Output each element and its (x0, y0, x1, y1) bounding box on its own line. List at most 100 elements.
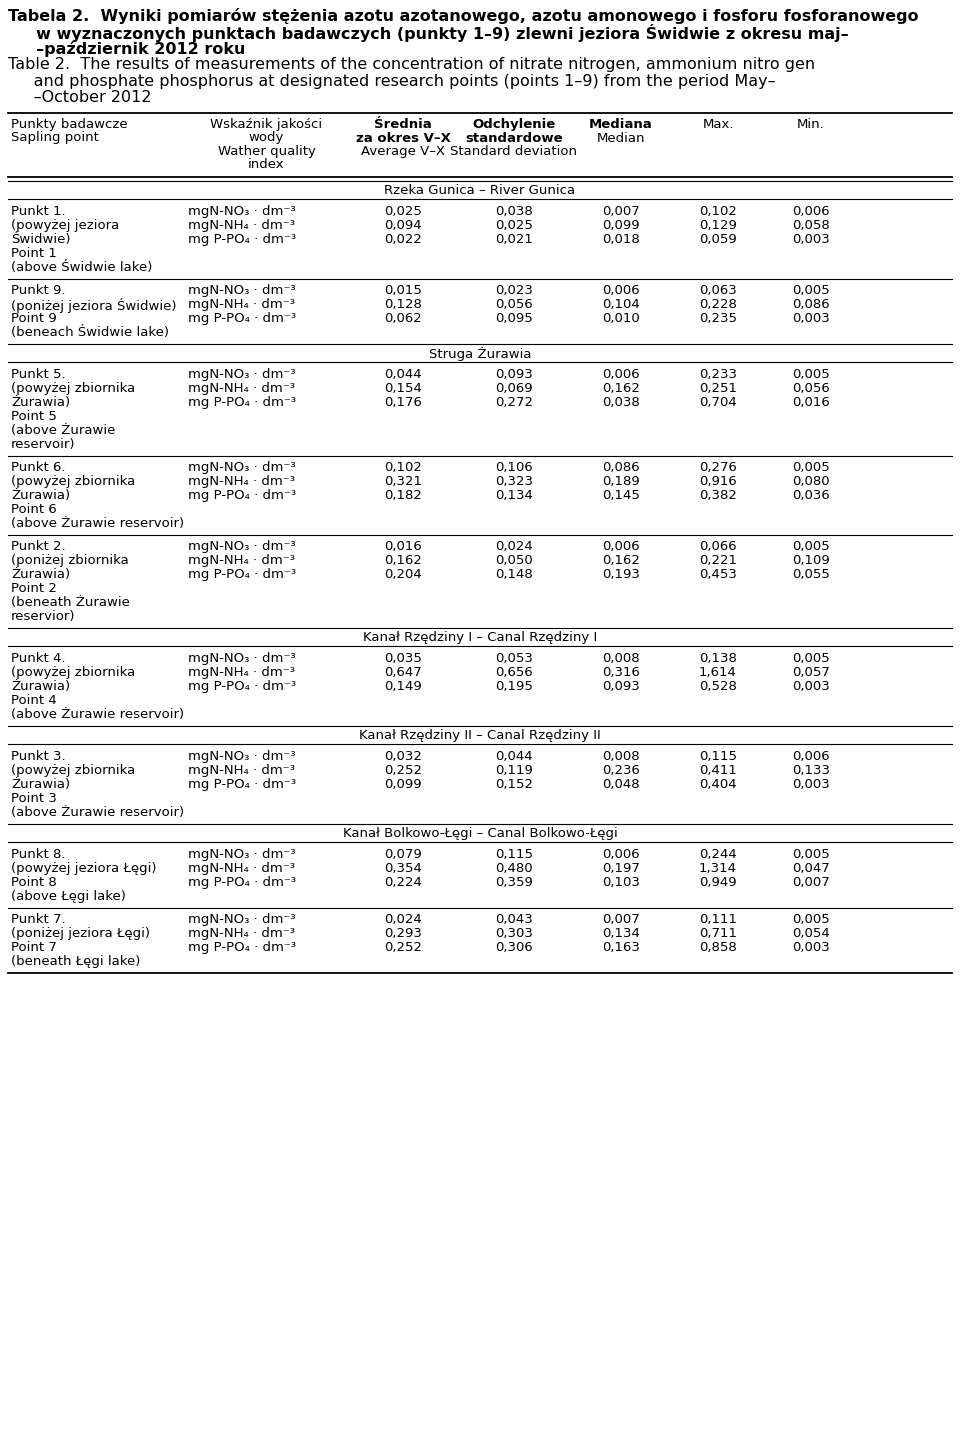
Text: 0,038: 0,038 (495, 204, 533, 217)
Text: Punkt 9.: Punkt 9. (11, 284, 65, 297)
Text: 0,224: 0,224 (384, 876, 422, 888)
Text: 1,614: 1,614 (699, 665, 737, 680)
Text: 0,069: 0,069 (495, 382, 533, 395)
Text: mgN-NH₄ · dm⁻³: mgN-NH₄ · dm⁻³ (188, 219, 295, 232)
Text: mgN-NO₃ · dm⁻³: mgN-NO₃ · dm⁻³ (188, 204, 296, 217)
Text: 0,018: 0,018 (602, 233, 640, 246)
Text: 0,003: 0,003 (792, 680, 829, 693)
Text: 0,005: 0,005 (792, 540, 829, 553)
Text: 0,306: 0,306 (495, 940, 533, 953)
Text: 0,244: 0,244 (699, 848, 737, 861)
Text: 0,003: 0,003 (792, 940, 829, 953)
Text: Żurawia): Żurawia) (11, 490, 70, 503)
Text: 0,005: 0,005 (792, 369, 829, 382)
Text: 0,024: 0,024 (495, 540, 533, 553)
Text: Żurawia): Żurawia) (11, 778, 70, 791)
Text: w wyznaczonych punktach badawczych (punkty 1–9) zlewni jeziora Świdwie z okresu : w wyznaczonych punktach badawczych (punk… (8, 24, 849, 43)
Text: 0,062: 0,062 (384, 312, 421, 325)
Text: Point 2: Point 2 (11, 582, 57, 595)
Text: (powyżej zbiornika: (powyżej zbiornika (11, 475, 135, 488)
Text: mgN-NO₃ · dm⁻³: mgN-NO₃ · dm⁻³ (188, 540, 296, 553)
Text: 0,054: 0,054 (792, 927, 829, 940)
Text: 0,005: 0,005 (792, 652, 829, 665)
Text: 0,162: 0,162 (602, 554, 640, 567)
Text: 0,949: 0,949 (699, 876, 737, 888)
Text: za okres V–X: za okres V–X (355, 131, 450, 144)
Text: 0,086: 0,086 (792, 298, 829, 311)
Text: (beneach Świdwie lake): (beneach Świdwie lake) (11, 325, 169, 338)
Text: 0,016: 0,016 (384, 540, 421, 553)
Text: 0,134: 0,134 (495, 490, 533, 503)
Text: 0,197: 0,197 (602, 863, 640, 876)
Text: mg P-PO₄ · dm⁻³: mg P-PO₄ · dm⁻³ (188, 233, 296, 246)
Text: 0,252: 0,252 (384, 940, 422, 953)
Text: 0,251: 0,251 (699, 382, 737, 395)
Text: mgN-NH₄ · dm⁻³: mgN-NH₄ · dm⁻³ (188, 554, 295, 567)
Text: 0,115: 0,115 (699, 750, 737, 763)
Text: –October 2012: –October 2012 (8, 91, 152, 105)
Text: Max.: Max. (703, 118, 733, 131)
Text: (above Żurawie reservoir): (above Żurawie reservoir) (11, 806, 184, 819)
Text: 0,007: 0,007 (602, 913, 640, 926)
Text: 0,102: 0,102 (699, 204, 737, 217)
Text: 0,003: 0,003 (792, 233, 829, 246)
Text: mg P-PO₄ · dm⁻³: mg P-PO₄ · dm⁻³ (188, 778, 296, 791)
Text: mg P-PO₄ · dm⁻³: mg P-PO₄ · dm⁻³ (188, 396, 296, 409)
Text: (powyżej zbiornika: (powyżej zbiornika (11, 665, 135, 680)
Text: 0,059: 0,059 (699, 233, 737, 246)
Text: 0,003: 0,003 (792, 312, 829, 325)
Text: Punkt 7.: Punkt 7. (11, 913, 65, 926)
Text: 0,080: 0,080 (792, 475, 829, 488)
Text: 0,003: 0,003 (792, 778, 829, 791)
Text: mgN-NH₄ · dm⁻³: mgN-NH₄ · dm⁻³ (188, 765, 295, 778)
Text: Wather quality: Wather quality (218, 145, 316, 158)
Text: (above Świdwie lake): (above Świdwie lake) (11, 261, 153, 274)
Text: mgN-NO₃ · dm⁻³: mgN-NO₃ · dm⁻³ (188, 750, 296, 763)
Text: (powyżej jeziora Łęgi): (powyżej jeziora Łęgi) (11, 863, 156, 876)
Text: 0,093: 0,093 (495, 369, 533, 382)
Text: (powyżej zbiornika: (powyżej zbiornika (11, 382, 135, 395)
Text: 0,528: 0,528 (699, 680, 737, 693)
Text: 0,162: 0,162 (384, 554, 422, 567)
Text: 0,058: 0,058 (792, 219, 829, 232)
Text: 0,095: 0,095 (495, 312, 533, 325)
Text: 0,163: 0,163 (602, 940, 640, 953)
Text: 0,047: 0,047 (792, 863, 829, 876)
Text: Standard deviation: Standard deviation (450, 145, 578, 158)
Text: 0,106: 0,106 (495, 461, 533, 474)
Text: 0,453: 0,453 (699, 567, 737, 580)
Text: Rzeka Gunica – River Gunica: Rzeka Gunica – River Gunica (384, 184, 576, 197)
Text: 0,382: 0,382 (699, 490, 737, 503)
Text: 0,025: 0,025 (384, 204, 422, 217)
Text: 0,044: 0,044 (384, 369, 421, 382)
Text: (beneath Łęgi lake): (beneath Łęgi lake) (11, 955, 140, 968)
Text: mg P-PO₄ · dm⁻³: mg P-PO₄ · dm⁻³ (188, 680, 296, 693)
Text: 0,647: 0,647 (384, 665, 421, 680)
Text: 0,056: 0,056 (495, 298, 533, 311)
Text: 0,005: 0,005 (792, 284, 829, 297)
Text: 0,104: 0,104 (602, 298, 640, 311)
Text: 0,094: 0,094 (384, 219, 421, 232)
Text: 0,354: 0,354 (384, 863, 422, 876)
Text: 0,236: 0,236 (602, 765, 640, 778)
Text: mgN-NH₄ · dm⁻³: mgN-NH₄ · dm⁻³ (188, 863, 295, 876)
Text: 0,111: 0,111 (699, 913, 737, 926)
Text: 0,006: 0,006 (602, 284, 639, 297)
Text: 0,176: 0,176 (384, 396, 422, 409)
Text: Punkt 1.: Punkt 1. (11, 204, 65, 217)
Text: Sapling point: Sapling point (11, 131, 99, 144)
Text: 0,036: 0,036 (792, 490, 829, 503)
Text: Średnia: Średnia (374, 118, 432, 131)
Text: mg P-PO₄ · dm⁻³: mg P-PO₄ · dm⁻³ (188, 876, 296, 888)
Text: Punkt 3.: Punkt 3. (11, 750, 65, 763)
Text: mgN-NH₄ · dm⁻³: mgN-NH₄ · dm⁻³ (188, 927, 295, 940)
Text: 0,053: 0,053 (495, 652, 533, 665)
Text: mg P-PO₄ · dm⁻³: mg P-PO₄ · dm⁻³ (188, 490, 296, 503)
Text: 0,022: 0,022 (384, 233, 422, 246)
Text: 0,221: 0,221 (699, 554, 737, 567)
Text: Point 9: Point 9 (11, 312, 57, 325)
Text: (poniżej zbiornika: (poniżej zbiornika (11, 554, 129, 567)
Text: 0,006: 0,006 (602, 848, 639, 861)
Text: mgN-NO₃ · dm⁻³: mgN-NO₃ · dm⁻³ (188, 848, 296, 861)
Text: (poniżej jeziora Łęgi): (poniżej jeziora Łęgi) (11, 927, 150, 940)
